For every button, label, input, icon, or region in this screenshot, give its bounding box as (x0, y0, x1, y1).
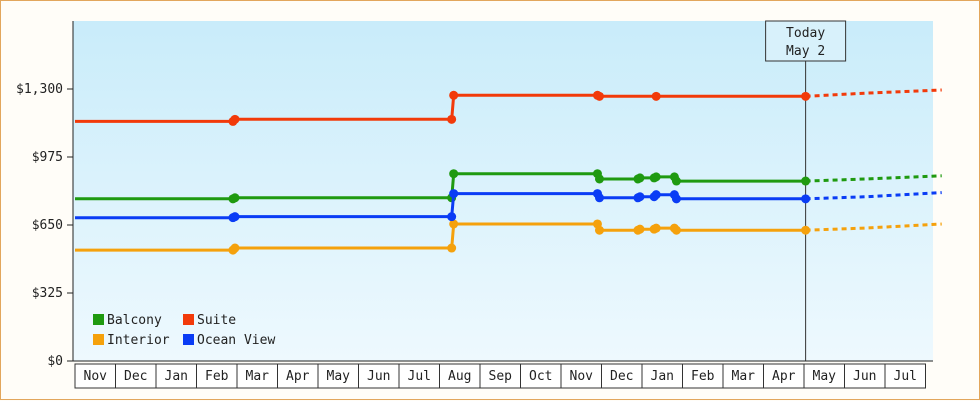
data-point-interior (230, 243, 240, 253)
x-tick-label: Feb (691, 369, 715, 384)
series-balcony (75, 169, 942, 204)
series-projection-ocean-view (805, 191, 942, 201)
legend-label-balcony: Balcony (107, 313, 162, 328)
legend-swatch-suite (183, 314, 194, 325)
legend-label-ocean-view: Ocean View (197, 333, 275, 348)
data-point-interior (801, 225, 811, 235)
data-point-ocean-view (230, 212, 240, 222)
data-point-balcony (230, 193, 240, 203)
legend: Balcony Suite Interior Ocean View (93, 313, 275, 348)
data-point-balcony (671, 176, 681, 186)
plot-area (73, 21, 933, 361)
legend-swatch-interior (93, 334, 104, 345)
x-tick-label: Dec (610, 369, 633, 384)
x-tick-label: Jun (853, 369, 876, 384)
axes: $0 $325 $650 $975 $1,300 Nov Dec Jan Feb Mar Apr Ma… (16, 21, 933, 389)
data-point-interior (635, 224, 645, 234)
x-tick-label: Feb (205, 369, 229, 384)
data-point-suite (449, 90, 459, 100)
data-point-ocean-view (449, 189, 459, 199)
x-tick-label: Apr (772, 369, 796, 384)
x-tick-label: Oct (529, 369, 552, 384)
series-ocean-view (75, 189, 942, 223)
today-callout-box (765, 20, 847, 62)
data-point-ocean-view (594, 193, 604, 203)
x-tick-label: Nov (84, 369, 108, 384)
x-tick-label: Aug (448, 369, 471, 384)
data-point-balcony (801, 176, 811, 186)
x-tick-label: Apr (286, 369, 310, 384)
data-point-balcony (651, 172, 661, 182)
x-tick-label: May (327, 369, 351, 384)
x-tick-label: Jan (165, 369, 188, 384)
y-tick-label: $975 (32, 150, 63, 165)
series-projection-balcony (805, 174, 942, 183)
x-tick-label: Jul (408, 369, 431, 384)
month-axis-row (74, 363, 926, 389)
series-group (75, 88, 942, 255)
data-point-suite (230, 114, 240, 124)
x-tick-label: Dec (124, 369, 147, 384)
series-interior (75, 219, 942, 255)
data-point-ocean-view (447, 212, 457, 222)
x-tick-label: Jul (894, 369, 917, 384)
data-point-suite (801, 91, 811, 101)
data-point-balcony (635, 173, 645, 183)
legend-swatch-ocean-view (183, 334, 194, 345)
data-point-ocean-view (801, 194, 811, 204)
data-point-ocean-view (671, 194, 681, 204)
legend-label-suite: Suite (197, 313, 236, 328)
y-tick-label: $325 (32, 286, 63, 301)
data-point-balcony (449, 169, 459, 179)
series-projection-interior (805, 222, 942, 232)
data-point-interior (671, 225, 681, 235)
data-point-ocean-view (651, 190, 661, 200)
x-tick-label: Nov (570, 369, 594, 384)
data-point-interior (449, 219, 459, 229)
today-date: May 2 (786, 44, 825, 59)
series-projection-suite (805, 88, 942, 98)
data-point-suite (447, 114, 457, 124)
series-suite (75, 88, 942, 126)
today-label: Today (786, 26, 825, 41)
data-point-interior (594, 225, 604, 235)
data-point-suite (594, 91, 604, 101)
legend-swatch-balcony (93, 314, 104, 325)
data-point-interior (651, 223, 661, 233)
x-tick-label: Mar (246, 369, 270, 384)
x-tick-label: May (813, 369, 837, 384)
data-point-ocean-view (635, 192, 645, 202)
data-point-balcony (594, 174, 604, 184)
x-tick-label: Jan (651, 369, 674, 384)
x-tick-label: Mar (732, 369, 756, 384)
today-marker: Today May 2 (765, 20, 847, 361)
y-tick-label: $650 (32, 218, 63, 233)
x-tick-label: Jun (367, 369, 390, 384)
x-tick-label: Sep (489, 369, 513, 384)
data-point-suite (651, 91, 661, 101)
legend-label-interior: Interior (107, 333, 170, 348)
y-tick-label: $0 (47, 354, 63, 369)
data-point-interior (447, 243, 457, 253)
y-tick-label: $1,300 (16, 82, 63, 97)
